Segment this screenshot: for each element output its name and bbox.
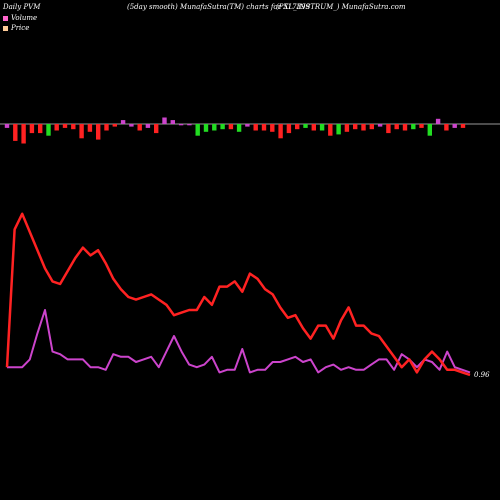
volume-bar (162, 117, 167, 124)
volume-bar (112, 124, 117, 127)
volume-bar (377, 124, 383, 127)
volume-bar (87, 124, 93, 132)
volume-bar (195, 124, 200, 136)
volume-bar (402, 124, 408, 131)
volume-bar (96, 124, 101, 140)
chart-title-right: (PXL_INSTRUM_) MunafaSutra.com (276, 3, 406, 11)
volume-bar (38, 124, 43, 134)
volume-bar (270, 124, 275, 132)
volume-bar (419, 124, 424, 128)
volume-bar (4, 124, 10, 128)
volume-bar (120, 120, 126, 124)
pvm-line (5, 212, 471, 377)
volume-bar (187, 124, 192, 126)
volume-bar (295, 124, 300, 130)
volume-bar (245, 124, 250, 127)
volume-bar (137, 124, 142, 131)
volume-bar (361, 124, 366, 131)
volume-bar (353, 124, 358, 130)
volume-bar (261, 124, 267, 131)
volume-bar (228, 124, 234, 130)
volume-bar (104, 124, 109, 131)
volume-bars (4, 117, 466, 144)
volume-bar (452, 124, 457, 128)
last-value-label: 0.96 (474, 371, 490, 379)
price-line (7, 309, 471, 374)
volume-bar (411, 124, 416, 130)
legend-price-label: Price (11, 24, 30, 32)
volume-bar (178, 124, 184, 126)
volume-bar (212, 124, 217, 131)
volume-bar (319, 124, 325, 131)
volume-bar (386, 124, 391, 134)
volume-bar (394, 124, 399, 130)
volume-bar (444, 124, 449, 131)
volume-bar (62, 124, 68, 128)
legend-price: Price (3, 24, 29, 32)
volume-bar (46, 124, 51, 136)
volume-bar (311, 124, 316, 131)
volume-bar (336, 124, 341, 135)
volume-bar (203, 124, 209, 132)
legend-volume-label: Volume (11, 14, 38, 22)
volume-bar (278, 124, 283, 139)
volume-bar (145, 124, 151, 128)
chart-title-left: Daily PVM (3, 3, 41, 11)
volume-bar (170, 120, 175, 124)
volume-bar (220, 124, 225, 130)
volume-bar (129, 124, 134, 127)
volume-bar (21, 124, 26, 144)
volume-bar (344, 124, 350, 132)
volume-bar (154, 124, 159, 134)
legend-swatch-volume (3, 15, 8, 21)
volume-bar (54, 124, 59, 131)
volume-bar (328, 124, 333, 136)
legend-volume: Volume (3, 14, 37, 22)
volume-bar (286, 124, 292, 134)
volume-bar (236, 124, 242, 132)
volume-bar (435, 118, 441, 124)
volume-bar (71, 124, 76, 130)
volume-bar (29, 124, 35, 134)
chart-title-center: (5day smooth) MunafaSutra(TM) charts for… (127, 3, 310, 11)
volume-bar (79, 124, 84, 139)
volume-bar (427, 124, 432, 136)
volume-bar (253, 124, 258, 131)
volume-bar (460, 124, 466, 128)
volume-bar (13, 124, 18, 141)
legend-swatch-price (3, 25, 8, 31)
volume-bar (303, 124, 308, 128)
volume-bar (369, 124, 374, 130)
